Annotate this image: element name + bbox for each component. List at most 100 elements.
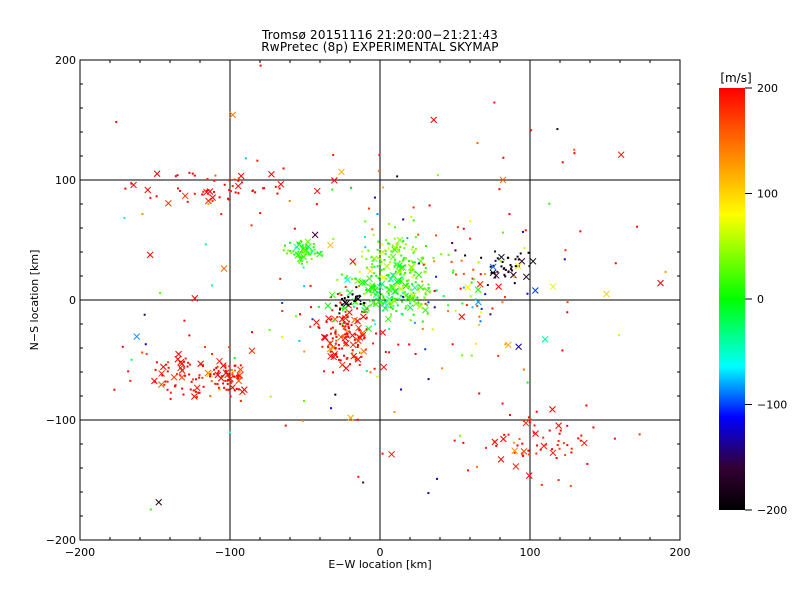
data-point-cross xyxy=(355,337,362,345)
data-point xyxy=(476,304,479,307)
data-point xyxy=(194,378,197,381)
data-point xyxy=(559,429,562,432)
data-point-cross xyxy=(387,275,395,283)
data-point-cross xyxy=(580,439,588,447)
data-point xyxy=(494,276,497,279)
data-point xyxy=(297,250,300,253)
data-point xyxy=(496,270,499,273)
data-point xyxy=(432,257,435,260)
data-point xyxy=(194,390,197,393)
data-point xyxy=(416,296,419,299)
data-point-cross xyxy=(296,255,304,263)
data-point xyxy=(227,198,230,201)
data-point xyxy=(331,188,334,191)
data-point xyxy=(154,368,157,371)
data-point-cross xyxy=(209,194,217,201)
data-point xyxy=(301,247,304,250)
data-point xyxy=(298,339,301,342)
data-point xyxy=(355,296,358,299)
data-point-cross xyxy=(326,340,334,347)
data-point xyxy=(373,196,376,199)
data-point xyxy=(179,189,182,192)
data-point xyxy=(218,388,221,391)
data-point xyxy=(354,297,357,300)
data-point-cross xyxy=(396,236,404,244)
data-point xyxy=(476,465,479,468)
data-point xyxy=(167,366,170,369)
data-point xyxy=(454,309,457,312)
data-point xyxy=(337,358,340,361)
axis-ticks xyxy=(79,59,681,541)
data-point xyxy=(223,183,226,186)
data-points xyxy=(113,64,667,511)
data-point xyxy=(113,388,116,391)
data-point xyxy=(332,319,335,322)
data-point xyxy=(501,402,504,405)
data-point xyxy=(504,275,507,278)
data-point xyxy=(376,265,379,268)
data-point xyxy=(421,328,424,331)
data-point xyxy=(306,250,309,253)
data-point xyxy=(365,258,368,261)
data-point-cross xyxy=(359,279,366,286)
data-point xyxy=(401,300,404,303)
data-point xyxy=(121,345,124,348)
data-point xyxy=(223,386,226,389)
data-point xyxy=(316,251,319,254)
data-point xyxy=(484,446,487,449)
data-point-cross xyxy=(170,373,178,381)
data-point xyxy=(380,302,383,305)
data-point xyxy=(564,249,567,252)
data-point xyxy=(129,379,132,382)
data-point xyxy=(289,249,292,252)
data-point-cross xyxy=(458,313,466,321)
data-point-cross xyxy=(191,393,198,400)
data-point xyxy=(237,177,240,180)
data-point-cross xyxy=(367,267,374,275)
data-point xyxy=(508,213,511,216)
data-point xyxy=(338,312,341,315)
data-point xyxy=(503,296,506,299)
data-point xyxy=(422,263,425,266)
data-point xyxy=(409,288,412,291)
data-point xyxy=(420,303,423,306)
data-point-cross xyxy=(510,271,517,279)
data-point xyxy=(423,270,426,273)
data-point xyxy=(501,301,504,304)
data-point xyxy=(282,249,285,252)
data-point-cross xyxy=(349,332,356,339)
data-point xyxy=(490,271,493,274)
data-point xyxy=(542,436,545,439)
data-point xyxy=(392,283,395,286)
data-point xyxy=(451,271,454,274)
data-point xyxy=(188,171,191,174)
data-point xyxy=(406,237,409,240)
data-point xyxy=(508,414,511,417)
data-point xyxy=(440,253,443,256)
data-point xyxy=(526,292,529,295)
data-point-cross xyxy=(313,319,320,326)
data-point xyxy=(513,282,516,285)
colorbar-tick-label: −200 xyxy=(757,504,787,517)
data-point xyxy=(339,307,342,310)
data-point xyxy=(364,246,367,249)
y-axis-label: N−S location [km] xyxy=(28,250,41,351)
data-point xyxy=(202,190,205,193)
data-point xyxy=(297,241,300,244)
data-point xyxy=(365,369,368,372)
data-point xyxy=(339,322,342,325)
data-point xyxy=(561,349,564,352)
data-point xyxy=(409,302,412,305)
data-point xyxy=(350,324,353,327)
data-point xyxy=(213,190,216,193)
data-point xyxy=(462,286,465,289)
data-point-cross xyxy=(341,304,349,312)
data-point xyxy=(401,259,404,262)
data-point xyxy=(424,293,427,296)
data-point xyxy=(471,277,474,280)
data-point xyxy=(528,265,531,268)
data-point xyxy=(164,380,167,383)
y-tick-label: 200 xyxy=(55,54,76,67)
data-point xyxy=(299,240,302,243)
data-point xyxy=(469,220,472,223)
